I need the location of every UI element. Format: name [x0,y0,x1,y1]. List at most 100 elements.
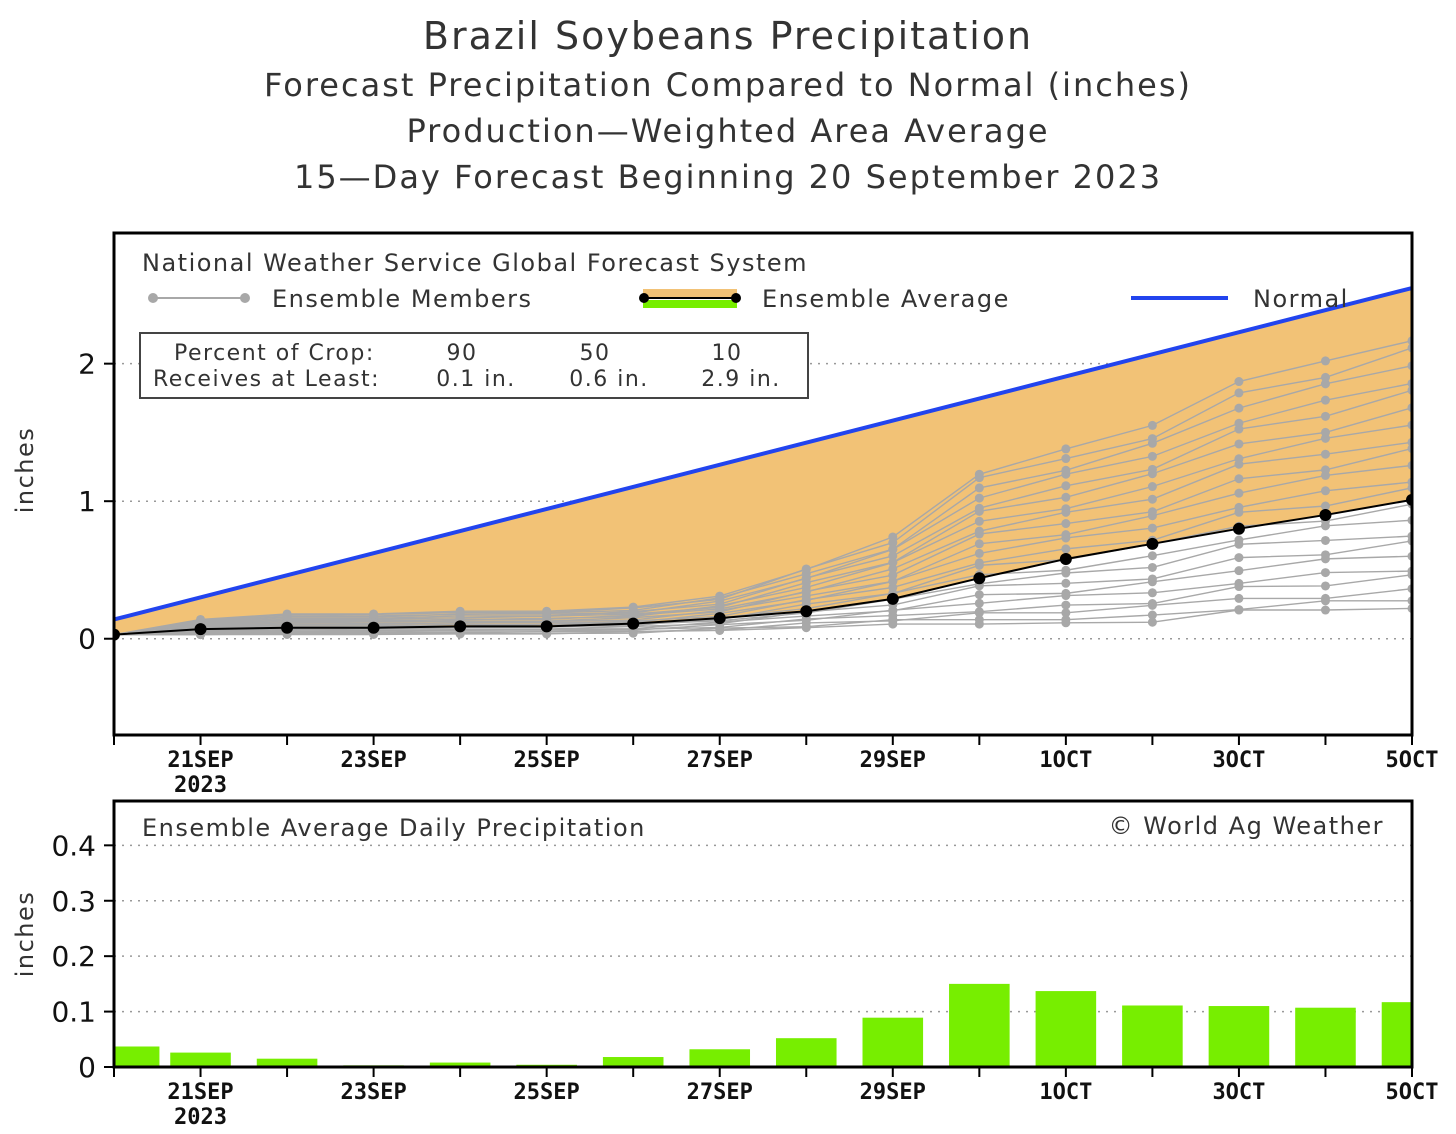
ensemble-average-point [1232,522,1245,535]
bottom-y-axis: 0 0.1 0.2 0.3 0.4 [51,829,114,1084]
percent-of-crop-box: Percent of Crop: Receives at Least: 90 5… [139,332,809,399]
chart-subtitle-2: Production—Weighted Area Average [406,112,1050,150]
x-tick-label: 21SEP [167,748,233,773]
ensemble-member-point [1061,465,1071,475]
daily-precip-bar [114,1046,160,1067]
ensemble-member-point [1147,434,1157,444]
x-tick-label: 5OCT [1386,748,1439,773]
bottom-y-tick-label: 0.1 [51,996,96,1029]
ensemble-member-point [1061,588,1071,598]
ensemble-average-point [1146,537,1159,550]
x-tick-label: 3OCT [1212,1080,1265,1105]
ensemble-average-point [454,620,467,633]
daily-precip-bar [1381,1002,1412,1067]
ensemble-member-point [1320,486,1330,496]
ensemble-member-line [114,487,1412,636]
ensemble-member-point [1320,356,1330,366]
ensemble-member-point [1320,465,1330,475]
ensemble-member-point [1061,481,1071,491]
bottom-plot-frame [112,799,1414,1069]
daily-precip-bar [1295,1007,1356,1067]
ensemble-member-line [114,481,1412,636]
bottom-y-tick-label: 0 [78,1051,96,1084]
ensemble-member-point [974,607,984,617]
daily-precip-bar [689,1049,751,1067]
ensemble-member-point [888,557,898,567]
ensemble-average-point [800,605,813,618]
ensemble-member-point [1234,553,1244,563]
credit-label: © World Ag Weather [1109,812,1384,840]
ensemble-member-line [114,588,1412,636]
ensemble-member-line [114,555,1412,636]
legend-ensemble-members: Ensemble Members [148,285,533,313]
ensemble-member-point [1061,519,1071,529]
ensemble-member-point [1147,494,1157,504]
x-tick-label: 5OCT [1386,1080,1439,1105]
ensemble-member-point [1320,379,1330,389]
ensemble-member-line [114,389,1412,636]
ensemble-member-point [974,598,984,608]
ensemble-member-point [1234,474,1244,484]
ensemble-member-point [888,570,898,580]
ensemble-member-point [1061,492,1071,502]
ensemble-member-point [1234,488,1244,498]
fill-cap [1280,325,1412,326]
ensemble-member-line [114,574,1412,636]
ensemble-member-point [1320,581,1330,591]
ensemble-member-point [1320,427,1330,437]
ensemble-member-point [1320,593,1330,603]
top-y-axis-label: inches [11,427,39,514]
ensemble-member-line [114,447,1412,636]
bottom-panel-label: Ensemble Average Daily Precipitation [142,814,646,842]
ensemble-member-point [1320,535,1330,545]
ensemble-member-point [888,544,898,554]
percent-box-frame [139,332,809,399]
x-tick-label: 25SEP [514,748,580,773]
ensemble-member-point [974,493,984,503]
ensemble-average-point [1059,552,1072,565]
legend-ensemble-average: Ensemble Average [639,285,1008,313]
daily-precip-bar [256,1058,318,1067]
normal-line [114,286,1412,622]
ensemble-member-point [974,615,984,625]
ensemble-member-point [1234,578,1244,588]
ensemble-member-point [1234,605,1244,615]
x-tick-label: 1OCT [1039,1080,1092,1105]
top-y-tick-label: 2 [78,348,96,381]
ensemble-member-point [1147,599,1157,609]
ensemble-member-point [1147,574,1157,584]
normal-vs-average-fill [114,288,1412,635]
daily-precip-bar [429,1062,491,1067]
ensemble-member-point [1061,565,1071,575]
ensemble-member-point [974,469,984,479]
ensemble-average-line [114,498,1412,636]
top-y-tick-label: 1 [78,485,96,518]
chart-title: Brazil Soybeans Precipitation [422,14,1034,58]
ensemble-member-point [1147,464,1157,474]
ensemble-member-point [1147,588,1157,598]
ensemble-average-point [540,620,553,633]
legend-members-label: Ensemble Members [272,285,533,313]
ensemble-member-point [1234,388,1244,398]
x-tick-label: 27SEP [687,748,753,773]
bottom-y-tick-label: 0.2 [51,940,96,973]
ensemble-member-point [974,503,984,513]
ensemble-member-point [1234,454,1244,464]
ensemble-member-point [888,532,898,542]
ensemble-average-points [114,493,1412,641]
x-tick-label: 25SEP [514,1080,580,1105]
ensemble-member-point [974,539,984,549]
amount-value-3: 2.9 in. [701,367,781,392]
bottom-y-tick-label: 0.4 [51,829,96,862]
ensemble-member-point [1147,507,1157,517]
legend-normal-label: Normal [1253,285,1349,313]
percent-row2-label: Receives at Least: [153,367,380,392]
percent-row1-label: Percent of Crop: [174,341,375,366]
model-label: National Weather Service Global Forecast… [142,249,808,277]
ensemble-member-point [974,526,984,536]
ensemble-member-point [1061,578,1071,588]
ensemble-member-point [974,590,984,600]
ensemble-member-line [114,365,1412,636]
ensemble-member-line [114,347,1412,636]
